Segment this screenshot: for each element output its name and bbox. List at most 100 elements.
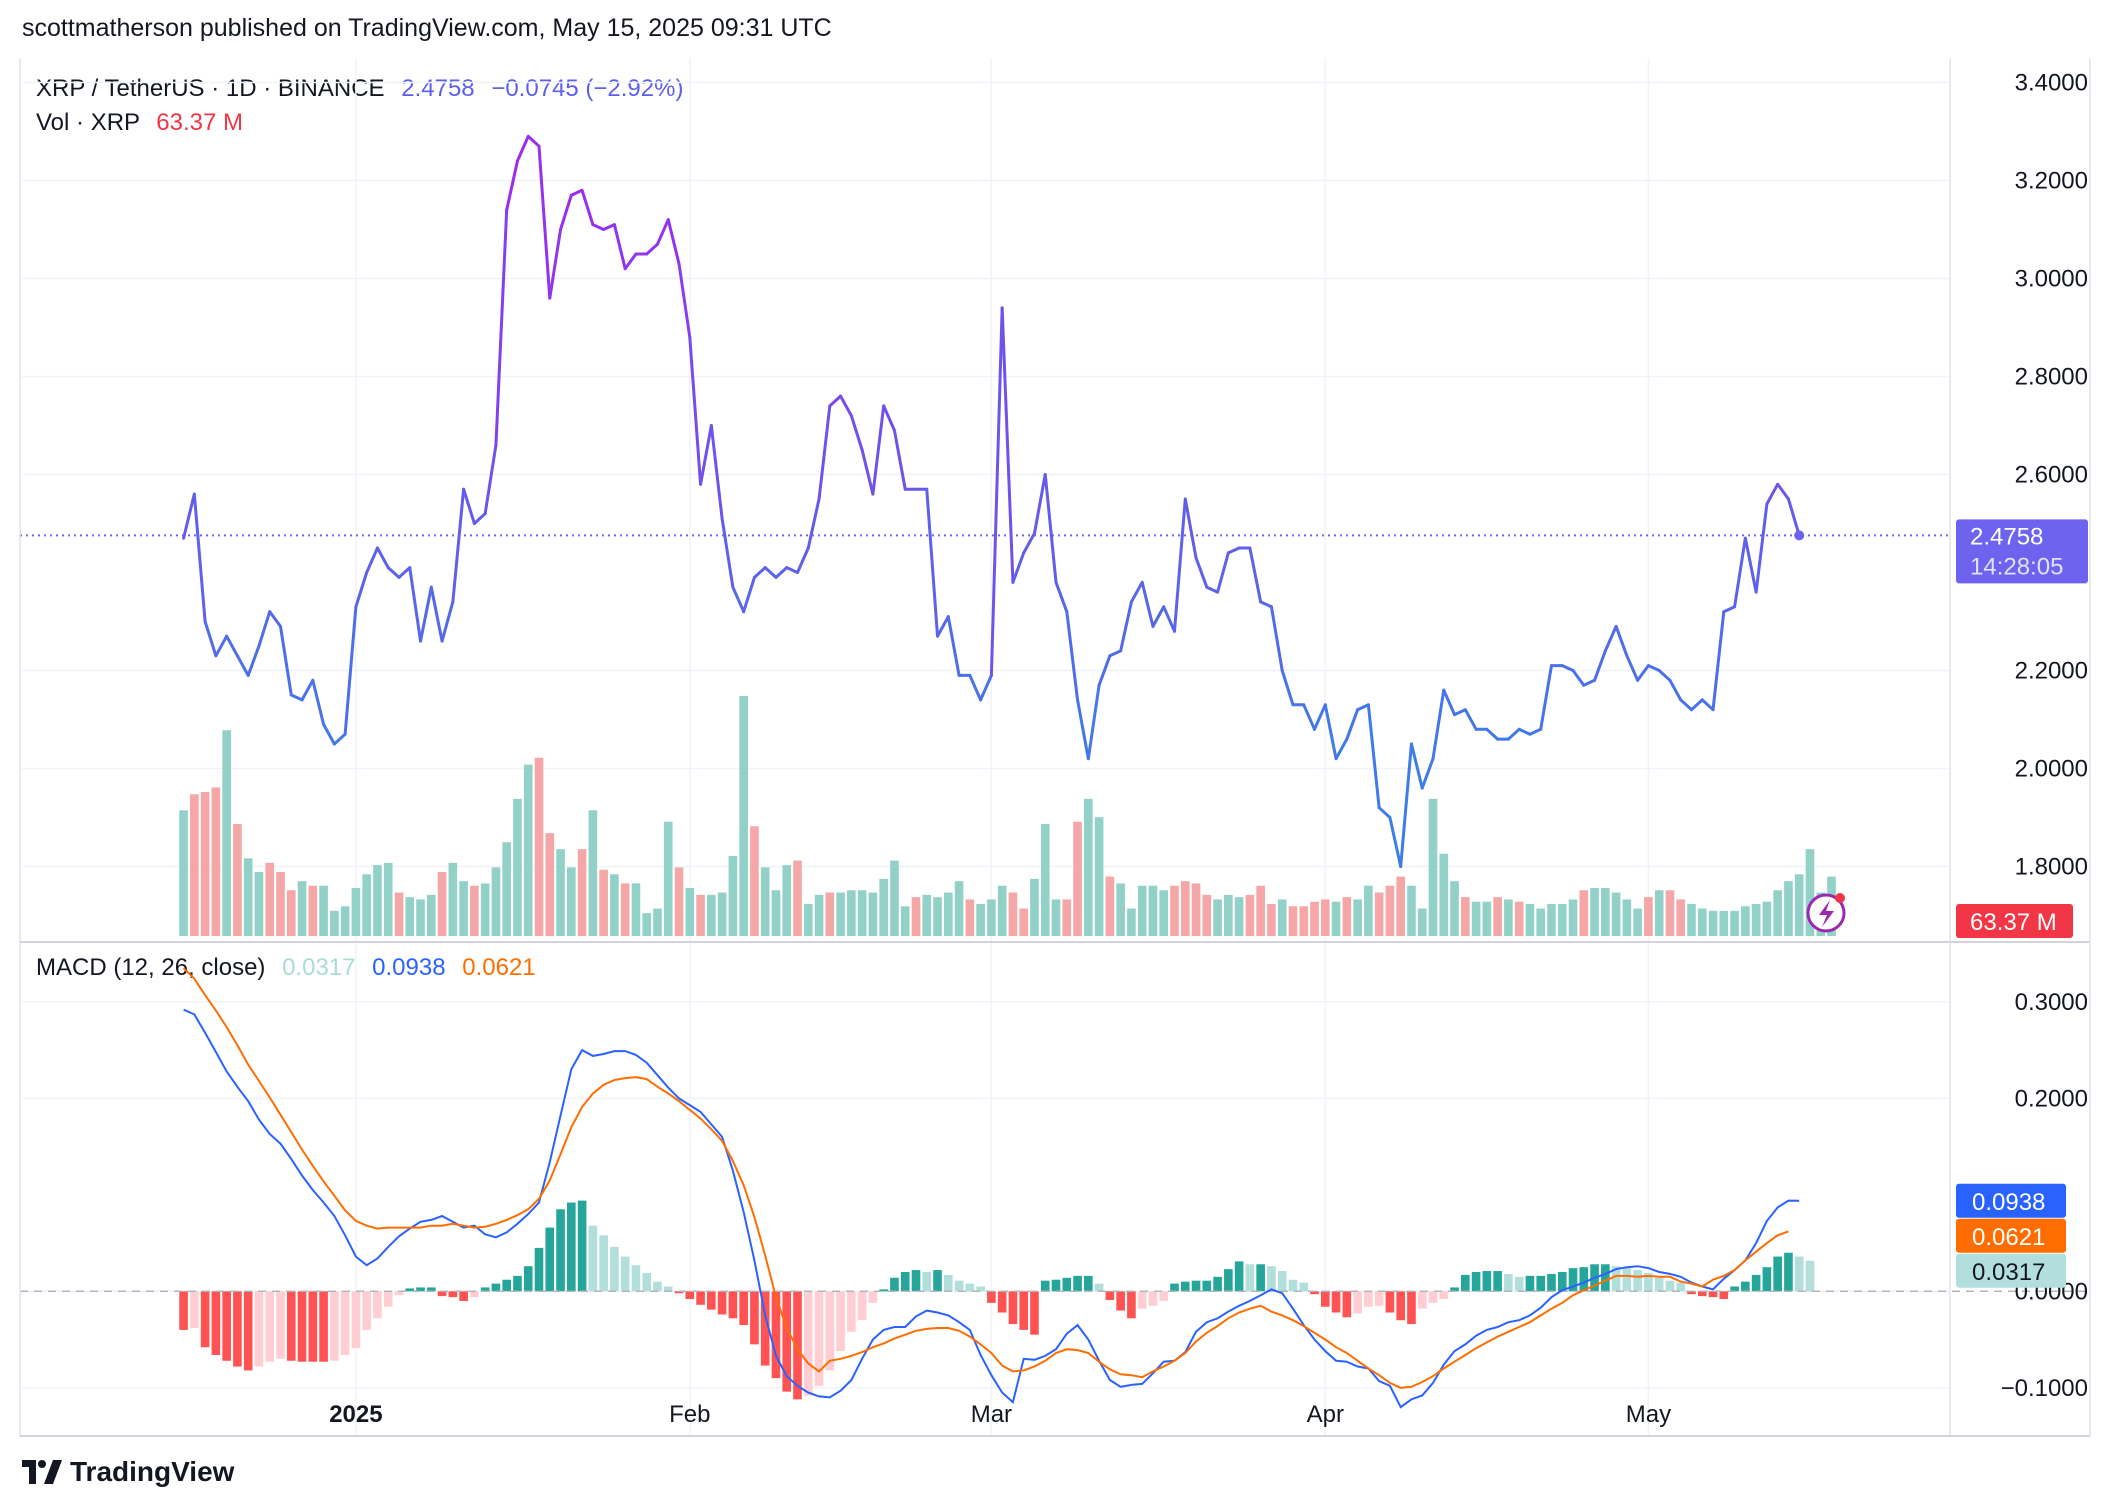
volume-legend-row[interactable]: Vol · XRP 63.37 M [36, 106, 683, 140]
macd-legend[interactable]: MACD (12, 26, close) 0.0317 0.0938 0.062… [36, 954, 536, 982]
price-tick-label: 2.0000 [2015, 756, 2088, 783]
price-line-segment [1226, 546, 1241, 555]
price-line-segment [203, 620, 218, 658]
price-line-segment [1733, 536, 1747, 609]
volume-bar [265, 862, 275, 936]
signal-tag-bg [1956, 1218, 2066, 1253]
macd-histogram-bar [426, 1287, 436, 1292]
volume-bar [276, 872, 285, 936]
volume-bar [1310, 901, 1319, 936]
macd-histogram-bar [1568, 1268, 1578, 1292]
macd-histogram-bar [685, 1291, 695, 1300]
macd-histogram-bar [782, 1291, 792, 1392]
macd-histogram-bar [1439, 1291, 1449, 1300]
volume-bar [233, 824, 242, 936]
price-tag-price: 2.4758 [1970, 523, 2043, 550]
macd-histogram-bar [1450, 1287, 1459, 1292]
macd-histogram-bar [1751, 1274, 1761, 1292]
volume-bar [308, 885, 318, 936]
volume-bar [793, 860, 802, 936]
last-price: 2.4758 [401, 75, 475, 102]
macd-histogram-bar [351, 1291, 361, 1349]
macd-histogram-bar [1741, 1281, 1750, 1292]
macd-histogram-bar [1245, 1264, 1255, 1292]
volume-bar [513, 798, 522, 936]
time-axis[interactable]: 2025 Feb Mar Apr May [329, 1401, 1671, 1428]
price-line-segment [1248, 546, 1263, 604]
volume-bar [523, 764, 533, 936]
macd-histogram-bar [200, 1291, 210, 1348]
macd-tags: 0.0938 0.0621 0.0317 [1956, 1183, 2066, 1288]
macd-histogram [179, 1200, 1815, 1400]
price-line-segment [839, 394, 853, 418]
macd-histogram-bar [577, 1200, 587, 1292]
macd-histogram-bar [1579, 1267, 1589, 1292]
volume-bar [1105, 876, 1115, 936]
volume-bar [1794, 874, 1804, 936]
volume-bar [470, 885, 479, 936]
price-line-segment [1711, 610, 1726, 712]
price-line-segment [1409, 742, 1424, 790]
macd-histogram-bar [491, 1283, 501, 1292]
volume-bar [190, 794, 199, 936]
price-line-segment [1172, 497, 1187, 633]
price-line-segment [1754, 502, 1769, 594]
macd-histogram-bar [265, 1291, 275, 1362]
price-line-segment [1129, 580, 1144, 604]
replay-lightning-icon[interactable] [1806, 893, 1846, 933]
macd-histogram-bar [599, 1235, 608, 1292]
macd-histogram-bar [567, 1202, 576, 1292]
volume-bar [997, 885, 1007, 936]
volume-bar [696, 894, 705, 936]
price-axis[interactable]: 3.4000 3.2000 3.0000 2.8000 2.6000 2.2000 2.00… [2015, 70, 2088, 881]
volume-bar [1396, 876, 1405, 936]
footer-brand: TradingView [70, 1456, 235, 1487]
volume-bar [286, 890, 296, 936]
price-line-segment [1765, 482, 1780, 506]
signal-tag-text: 0.0621 [1972, 1224, 2045, 1251]
macd-histogram-bar [243, 1291, 253, 1371]
macd-histogram-bar [190, 1291, 199, 1328]
volume-bar [1234, 897, 1244, 936]
price-line-segment [311, 678, 326, 726]
volume-bar [1224, 894, 1233, 936]
macd-histogram-bar [1762, 1267, 1772, 1292]
volume-bar [222, 730, 231, 936]
volume-bar [1084, 798, 1093, 936]
price-line-segment [989, 306, 1004, 677]
volume-bar [1622, 899, 1632, 936]
macd-histogram-bar [922, 1272, 932, 1292]
macd-tag-text: 0.0938 [1972, 1189, 2045, 1216]
price-line-segment [591, 223, 606, 231]
price-line-segment [279, 624, 293, 697]
macd-label: MACD (12, 26, close) [36, 954, 266, 981]
macd-histogram-bar [620, 1256, 630, 1292]
volume-bar [1245, 894, 1255, 936]
price-line-segment [612, 223, 627, 271]
volume-bar [1364, 885, 1373, 936]
price-line-segment [462, 487, 476, 525]
macd-histogram-bar [1557, 1272, 1567, 1292]
macd-histogram-bar [1084, 1275, 1093, 1292]
macd-histogram-bar [1493, 1271, 1502, 1292]
volume-bar [1773, 890, 1782, 936]
price-line-segment [1011, 551, 1026, 584]
symbol-legend-row[interactable]: XRP / TetherUS · 1D · BINANCE 2.4758 −0.… [36, 72, 683, 106]
price-line-segment [1786, 497, 1801, 537]
tradingview-footer[interactable]: TradingView [22, 1456, 234, 1488]
price-line-segment [386, 566, 401, 579]
macd-histogram-bar [965, 1283, 975, 1292]
macd-histogram-bar [362, 1291, 371, 1330]
macd-histogram-bar [760, 1291, 770, 1366]
macd-tick-label: 0.2000 [2015, 1085, 2088, 1112]
volume-bar [394, 892, 404, 936]
price-line-segment [515, 134, 530, 163]
macd-histogram-bar [1482, 1271, 1492, 1292]
macd-histogram-bar [814, 1291, 824, 1386]
volume-bar [1277, 899, 1287, 936]
macd-histogram-bar [1794, 1256, 1804, 1292]
price-line-segment [1032, 473, 1047, 535]
price-tick-label: 3.0000 [2015, 266, 2088, 293]
